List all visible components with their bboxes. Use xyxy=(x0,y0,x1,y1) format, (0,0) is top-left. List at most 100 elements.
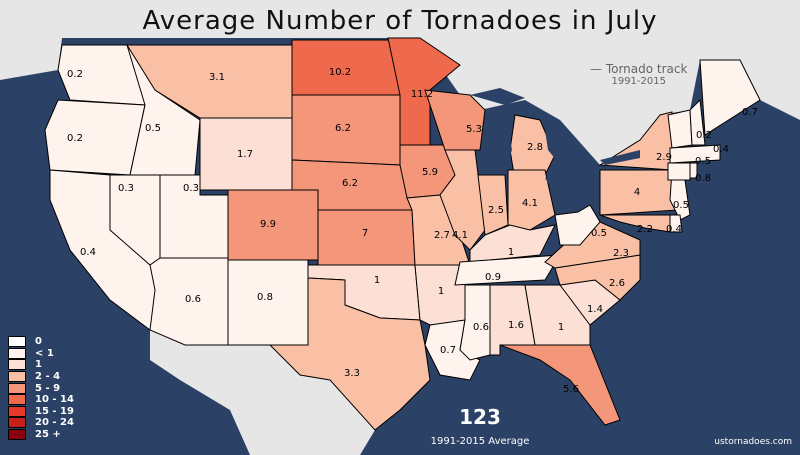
legend-swatch xyxy=(8,336,26,348)
legend-item: 0 xyxy=(8,336,74,348)
state-value-label: 2.2 xyxy=(637,224,653,235)
legend-item: 20 - 24 xyxy=(8,417,74,429)
state-region xyxy=(667,162,691,181)
site-credit: ustornadoes.com xyxy=(714,437,792,447)
state-region xyxy=(439,149,486,251)
legend-swatch xyxy=(8,405,26,417)
state-value-label: 2.7 xyxy=(434,230,450,241)
state-value-label: 0.9 xyxy=(485,272,501,283)
legend-label: 10 - 14 xyxy=(35,394,74,406)
state-value-label: 4 xyxy=(634,187,640,198)
legend-swatch xyxy=(8,429,26,441)
legend-label: 0 xyxy=(35,336,42,348)
state-value-label: 3.1 xyxy=(209,72,225,83)
legend-swatch xyxy=(8,359,26,371)
state-value-label: 0.7 xyxy=(440,345,456,356)
state-value-label: 0.5 xyxy=(145,123,161,134)
track-years: 1991-2015 xyxy=(611,76,666,87)
total-caption: 1991-2015 Average xyxy=(430,436,530,447)
lake-ontario xyxy=(600,150,640,165)
state-value-label: 0.3 xyxy=(183,183,199,194)
legend-item: < 1 xyxy=(8,347,74,360)
legend-item: 25 + xyxy=(8,429,74,441)
state-region xyxy=(554,204,601,246)
state-value-label: 2.8 xyxy=(527,142,543,153)
state-value-label: 1.4 xyxy=(587,304,603,315)
state-value-label: 4.1 xyxy=(452,230,468,241)
lake-erie xyxy=(545,168,585,186)
state-value-label: 0.8 xyxy=(695,173,711,184)
state-value-label: 1.7 xyxy=(237,149,253,160)
state-value-label: 0.3 xyxy=(118,183,134,194)
state-value-label: 0.7 xyxy=(742,107,758,118)
state-value-label: 0.6 xyxy=(185,294,201,305)
state-region xyxy=(44,99,146,176)
state-value-label: 0.5 xyxy=(591,228,607,239)
state-value-label: 1 xyxy=(558,322,564,333)
state-region xyxy=(524,284,591,346)
state-region xyxy=(499,344,621,426)
state-region xyxy=(689,162,698,179)
state-region xyxy=(507,169,556,231)
state-value-label: 0.2 xyxy=(67,69,83,80)
legend-item: 1 xyxy=(8,359,74,371)
state-region xyxy=(268,277,431,431)
state-region xyxy=(387,37,461,151)
legend-label: 20 - 24 xyxy=(35,417,74,429)
state-value-label: 7 xyxy=(362,228,368,239)
state-value-label: 0.8 xyxy=(257,292,273,303)
state-value-label: 0.2 xyxy=(696,130,712,141)
state-region xyxy=(454,254,561,286)
legend-label: 5 - 9 xyxy=(35,382,61,394)
state-value-label: 5.3 xyxy=(466,124,482,135)
legend-item: 2 - 4 xyxy=(8,371,74,383)
state-value-label: 0.5 xyxy=(673,200,689,211)
state-value-label: 1 xyxy=(438,286,444,297)
legend-label: 2 - 4 xyxy=(35,371,61,383)
legend-item: 15 - 19 xyxy=(8,405,74,418)
legend-swatch xyxy=(8,417,26,429)
state-value-label: 0.6 xyxy=(473,322,489,333)
legend-item: 10 - 14 xyxy=(8,394,74,406)
state-value-label: 4.1 xyxy=(522,198,538,209)
state-value-label: 1 xyxy=(508,247,514,258)
state-region xyxy=(599,214,671,233)
state-region xyxy=(669,214,683,233)
legend-label: 15 - 19 xyxy=(35,405,74,417)
state-value-label: 5.6 xyxy=(563,384,579,395)
state-region xyxy=(669,144,721,164)
state-region xyxy=(689,98,706,146)
track-legend: — Tornado track 1991-2015 xyxy=(590,62,687,87)
legend-item: 5 - 9 xyxy=(8,382,74,394)
state-value-label: 2.6 xyxy=(609,278,625,289)
map-title: Average Number of Tornadoes in July xyxy=(142,6,658,36)
state-value-label: 6.2 xyxy=(335,123,351,134)
legend-label: < 1 xyxy=(35,347,54,359)
state-value-label: 5.9 xyxy=(422,167,438,178)
state-value-label: 0.5 xyxy=(695,156,711,167)
state-region xyxy=(699,59,761,136)
legend-swatch xyxy=(8,347,26,359)
state-value-label: 0.4 xyxy=(713,144,729,155)
legend-swatch xyxy=(8,382,26,394)
state-value-label: 9.9 xyxy=(260,219,276,230)
state-value-label: 2.9 xyxy=(656,152,672,163)
lake-michigan xyxy=(498,110,512,170)
legend-swatch xyxy=(8,371,26,383)
legend-label: 1 xyxy=(35,359,42,371)
state-value-label: 2.5 xyxy=(488,205,504,216)
state-value-label: 10.2 xyxy=(329,67,351,78)
state-value-label: 1.6 xyxy=(508,320,524,331)
state-value-label: 0.4 xyxy=(80,247,96,258)
state-value-label: 0.4 xyxy=(666,224,682,235)
state-value-label: 6.2 xyxy=(342,178,358,189)
state-region xyxy=(667,109,693,149)
state-value-label: 0.2 xyxy=(67,133,83,144)
state-value-label: 11.2 xyxy=(411,89,433,100)
state-value-label: 2.3 xyxy=(613,248,629,259)
track-label: Tornado track xyxy=(605,62,688,76)
state-region xyxy=(424,89,486,151)
